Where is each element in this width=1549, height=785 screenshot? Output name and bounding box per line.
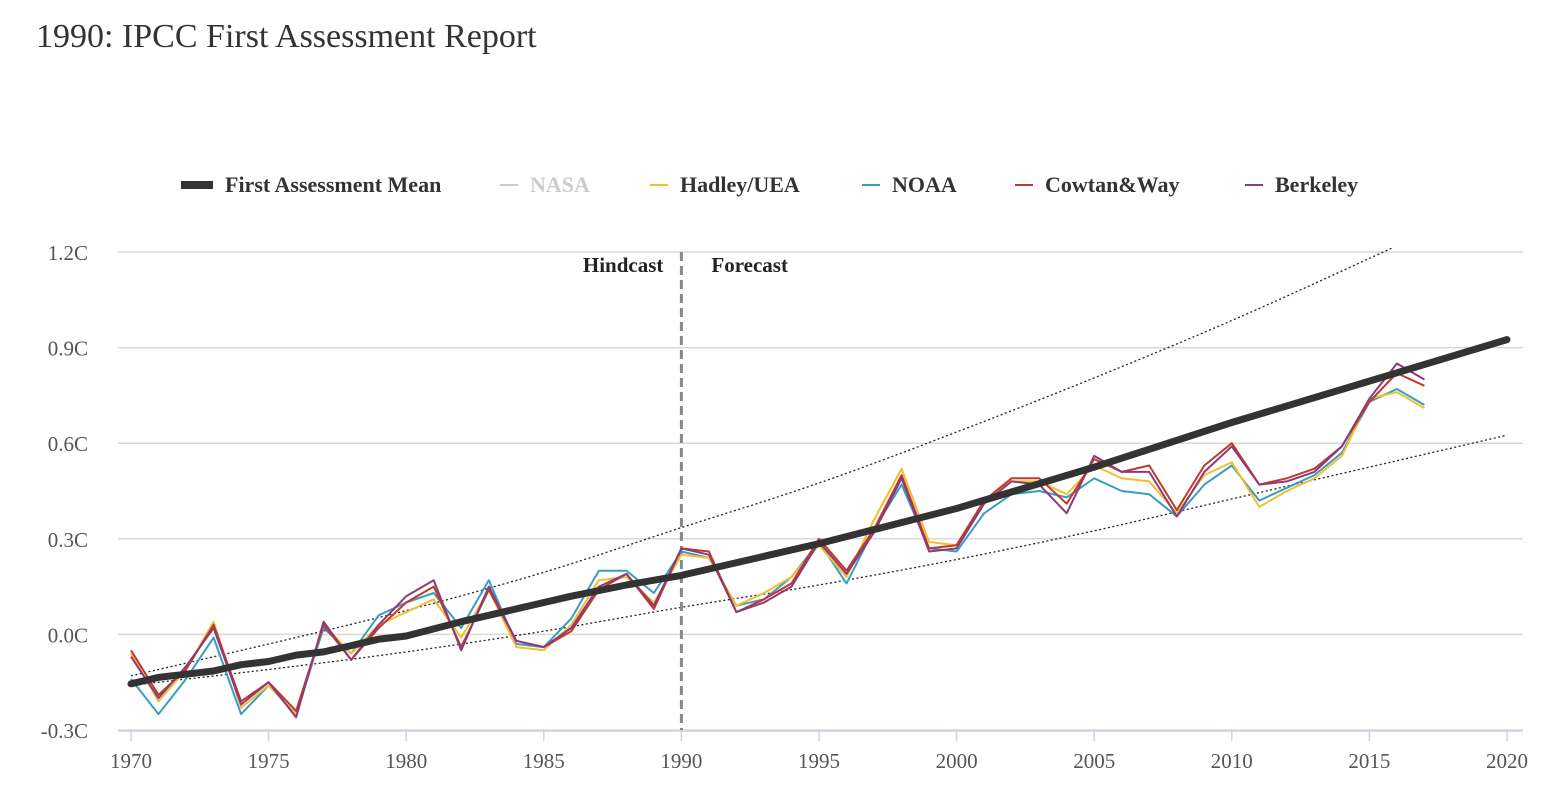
x-tick-label: 1985 [523,749,565,773]
hindcast-label: Hindcast [583,253,664,277]
legend-label-hadley: Hadley/UEA [680,172,800,197]
y-tick-label: -0.3C [41,719,88,743]
forecast-label: Forecast [711,253,788,277]
lower-bound-line [130,434,1508,687]
y-tick-label: 1.2C [48,241,88,265]
x-tick-label: 2015 [1348,749,1390,773]
y-tick-label: 0.0C [48,623,88,647]
chart-title: 1990: IPCC First Assessment Report [36,18,537,55]
y-tick-label: 0.6C [48,432,88,456]
legend-swatch-cowtan-way [1015,184,1033,186]
legend-swatch-nasa [500,184,518,186]
legend-item-nasa[interactable]: NASA [500,168,590,202]
uncertainty-bounds [130,248,1508,687]
x-axis: 1970 1975 1980 1985 1990 1995 2000 2005 2010 2015… [110,730,1528,773]
x-tick-label: 2020 [1486,749,1528,773]
legend-swatch-berkeley [1245,184,1263,186]
x-tick-label: 1975 [248,749,290,773]
x-tick-label: 1980 [385,749,427,773]
legend-swatch-hadley [650,184,668,186]
legend: First Assessment Mean NASA Hadley/UEA NO… [0,168,1549,202]
grid-lines [118,251,1523,731]
x-tick-label: 1970 [110,749,152,773]
legend-label-cowtan-way: Cowtan&Way [1045,172,1180,197]
y-axis-labels: -0.3C 0.0C 0.3C 0.6C 0.9C 1.2C [41,241,88,743]
y-tick-label: 0.3C [48,528,88,552]
y-tick-label: 0.9C [48,337,88,361]
mean-series [127,336,1511,688]
legend-label-mean: First Assessment Mean [225,172,442,197]
x-tick-label: 2010 [1211,749,1253,773]
x-tick-label: 1990 [660,749,702,773]
upper-bound-line [130,248,1394,677]
x-tick-label: 2005 [1073,749,1115,773]
legend-label-noaa: NOAA [892,172,957,197]
legend-label-nasa: NASA [530,172,590,197]
legend-label-berkeley: Berkeley [1275,172,1359,197]
legend-item-berkeley[interactable]: Berkeley [1245,168,1358,202]
legend-item-noaa[interactable]: NOAA [862,168,957,202]
observation-series [130,362,1425,719]
legend-swatch-noaa [862,184,880,186]
x-tick-label: 2000 [936,749,978,773]
series-line-first-assessment-mean [127,336,1511,688]
series-line-berkeley [130,362,1425,719]
legend-item-hadley[interactable]: Hadley/UEA [650,168,800,202]
x-tick-label: 1995 [798,749,840,773]
legend-swatch-mean [181,181,213,189]
legend-item-cowtan-way[interactable]: Cowtan&Way [1015,168,1179,202]
legend-item-first-assessment-mean[interactable]: First Assessment Mean [181,168,441,202]
